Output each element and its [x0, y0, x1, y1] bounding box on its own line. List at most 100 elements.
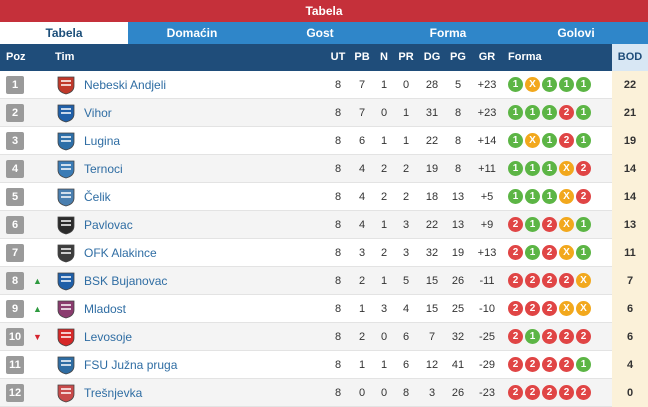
team-name-link[interactable]: BSK Bujanovac — [84, 274, 168, 288]
cell-ut: 8 — [334, 135, 342, 147]
form-result-badge: 1 — [525, 105, 540, 120]
position-badge: 7 — [6, 244, 24, 262]
team-crest-icon — [57, 188, 75, 207]
form-result-badge: 2 — [542, 301, 557, 316]
form-result-badge: 1 — [525, 161, 540, 176]
team-crest-icon — [57, 76, 75, 95]
cell-pg: 41 — [451, 359, 465, 371]
form-result-badge: 2 — [508, 385, 523, 400]
cell-pb: 4 — [358, 191, 366, 203]
cell-ut: 8 — [334, 79, 342, 91]
cell-gr: -25 — [479, 331, 495, 343]
cell-pb: 1 — [358, 359, 366, 371]
cell-n: 2 — [380, 163, 388, 175]
position-badge: 12 — [6, 384, 24, 402]
col-tim[interactable]: Tim — [55, 51, 75, 63]
team-name-link[interactable]: Mladost — [84, 302, 127, 316]
team-name-link[interactable]: Čelik — [84, 190, 111, 204]
team-name-link[interactable]: Ternoci — [84, 162, 123, 176]
cell-n: 1 — [380, 79, 388, 91]
table-header: Poz Tim UT PB N PR DG PG GR Forma BOD — [0, 44, 648, 71]
col-gr[interactable]: GR — [478, 51, 496, 63]
form-result-badge: X — [559, 217, 574, 232]
position-badge: 3 — [6, 132, 24, 150]
cell-dg: 32 — [425, 247, 439, 259]
cell-pb: 2 — [358, 275, 366, 287]
col-forma[interactable]: Forma — [508, 51, 542, 63]
col-pg[interactable]: PG — [450, 51, 466, 63]
cell-gr: +5 — [480, 191, 494, 203]
col-n[interactable]: N — [380, 51, 388, 63]
cell-ut: 8 — [334, 107, 342, 119]
cell-pg: 26 — [451, 387, 465, 399]
position-badge: 4 — [6, 160, 24, 178]
tab-forma[interactable]: Forma — [429, 26, 467, 40]
cell-pb: 3 — [358, 247, 366, 259]
form-result-badge: X — [576, 273, 591, 288]
col-dg[interactable]: DG — [423, 51, 441, 63]
form-result-badge: 1 — [542, 189, 557, 204]
cell-bod: 14 — [612, 183, 648, 211]
team-name-link[interactable]: Nebeski Andjeli — [84, 78, 167, 92]
tab-domacin[interactable]: Domaćin — [166, 26, 218, 40]
col-pb[interactable]: PB — [354, 51, 370, 63]
cell-gr: -29 — [479, 359, 495, 371]
team-crest-icon — [57, 356, 75, 375]
team-name-link[interactable]: Levosoje — [84, 330, 133, 344]
form-result-badge: 2 — [542, 329, 557, 344]
team-crest-icon — [57, 104, 75, 123]
team-name-link[interactable]: Pavlovac — [84, 218, 133, 232]
tab-tabela[interactable]: Tabela — [0, 22, 128, 44]
col-pr[interactable]: PR — [398, 51, 414, 63]
team-name-link[interactable]: OFK Alakince — [84, 246, 157, 260]
team-crest-icon — [57, 244, 75, 263]
team-name-link[interactable]: FSU Južna pruga — [84, 358, 178, 372]
tab-gost[interactable]: Gost — [306, 26, 334, 40]
cell-dg: 19 — [425, 163, 439, 175]
col-bod[interactable]: BOD — [612, 44, 648, 71]
cell-ut: 8 — [334, 163, 342, 175]
col-poz[interactable]: Poz — [6, 51, 26, 63]
cell-bod: 6 — [612, 323, 648, 351]
team-crest-icon — [57, 328, 75, 347]
form-result-badge: 1 — [525, 189, 540, 204]
tab-golovi[interactable]: Golovi — [557, 26, 595, 40]
position-badge: 10 — [6, 328, 24, 346]
col-ut[interactable]: UT — [330, 51, 346, 63]
cell-bod: 19 — [612, 127, 648, 155]
cell-pb: 2 — [358, 331, 366, 343]
cell-pr: 6 — [402, 331, 410, 343]
form-result-badge: 1 — [559, 77, 574, 92]
cell-bod: 4 — [612, 351, 648, 379]
team-name-link[interactable]: Vihor — [84, 106, 112, 120]
form-result-badge: X — [559, 189, 574, 204]
cell-gr: +9 — [480, 219, 494, 231]
team-name-link[interactable]: Trešnjevka — [84, 386, 143, 400]
cell-n: 0 — [380, 331, 388, 343]
cell-n: 2 — [380, 247, 388, 259]
cell-n: 1 — [380, 275, 388, 287]
team-name-link[interactable]: Lugina — [84, 134, 121, 148]
cell-dg: 7 — [428, 331, 436, 343]
trend-up-icon: ▲ — [33, 304, 42, 314]
form-result-badge: 1 — [508, 189, 523, 204]
